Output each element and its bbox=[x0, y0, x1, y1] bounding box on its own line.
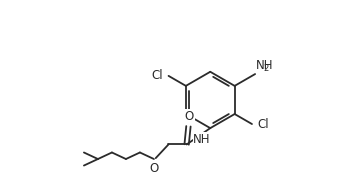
Text: O: O bbox=[185, 110, 194, 123]
Text: 2: 2 bbox=[263, 64, 268, 73]
Text: Cl: Cl bbox=[257, 118, 269, 131]
Text: Cl: Cl bbox=[152, 69, 163, 82]
Text: NH: NH bbox=[193, 132, 211, 146]
Text: O: O bbox=[149, 162, 158, 175]
Text: NH: NH bbox=[256, 59, 274, 72]
